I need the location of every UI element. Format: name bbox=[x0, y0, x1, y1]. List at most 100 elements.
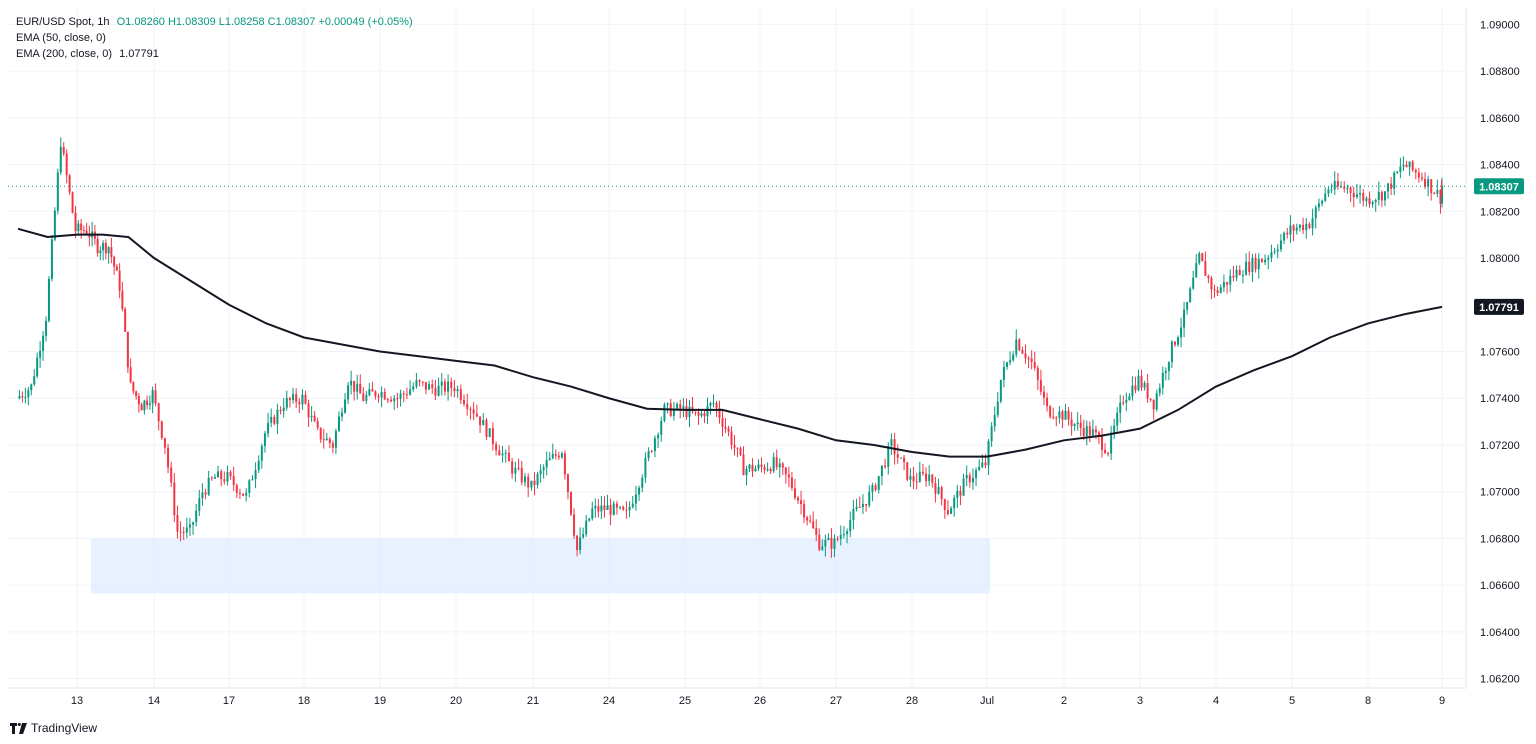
candle-body bbox=[368, 389, 371, 396]
candle-body bbox=[1229, 275, 1232, 285]
candle-body bbox=[855, 506, 858, 509]
ema50-label[interactable]: EMA (50, close, 0) bbox=[16, 32, 106, 44]
candle-body bbox=[790, 477, 793, 489]
candle-body bbox=[140, 404, 143, 411]
candle-body bbox=[846, 531, 849, 535]
candle-body bbox=[1116, 412, 1119, 426]
candle-body bbox=[319, 427, 322, 440]
candle-body bbox=[77, 223, 80, 232]
candle-body bbox=[757, 464, 760, 469]
candle-body bbox=[1222, 281, 1225, 288]
candle-body bbox=[485, 419, 488, 437]
candle-body bbox=[739, 448, 742, 455]
candle-body bbox=[443, 381, 446, 392]
candle-body bbox=[1192, 277, 1195, 289]
candle-body bbox=[1061, 411, 1064, 420]
candle-body bbox=[1207, 275, 1210, 278]
price-tick-label: 1.08000 bbox=[1480, 253, 1520, 265]
candle-body bbox=[229, 471, 232, 477]
candle-body bbox=[1134, 385, 1137, 390]
candle-body bbox=[1149, 398, 1152, 400]
candle-body bbox=[132, 381, 135, 392]
candle-body bbox=[1248, 261, 1251, 273]
candle-body bbox=[386, 399, 389, 401]
candle-body bbox=[868, 491, 871, 506]
ema-200-line bbox=[17, 227, 1443, 458]
candle-body bbox=[1097, 432, 1100, 437]
candle-body bbox=[520, 468, 523, 483]
candle-body bbox=[874, 485, 877, 490]
candle-body bbox=[1167, 362, 1170, 371]
candle-body bbox=[182, 532, 185, 534]
candle-body bbox=[251, 479, 254, 481]
candle-body bbox=[1352, 192, 1355, 198]
candle-body bbox=[836, 538, 839, 540]
candle-body bbox=[507, 452, 510, 462]
candle-body bbox=[943, 499, 946, 511]
candle-body bbox=[887, 446, 890, 467]
candle-body bbox=[176, 515, 179, 532]
candle-body bbox=[1251, 257, 1254, 273]
candle-body bbox=[527, 476, 530, 488]
candle-body bbox=[554, 454, 557, 456]
candle-body bbox=[715, 402, 718, 409]
ema200-label[interactable]: EMA (200, close, 0) bbox=[16, 48, 112, 60]
candle-body bbox=[157, 403, 160, 422]
candle-body bbox=[1283, 232, 1286, 241]
time-tick-label: 14 bbox=[148, 695, 160, 707]
candle-body bbox=[893, 439, 896, 455]
candle-body bbox=[563, 453, 566, 475]
candle-body bbox=[129, 367, 132, 382]
candle-body bbox=[1073, 424, 1076, 426]
support-zone bbox=[91, 538, 990, 594]
candle-body bbox=[1417, 172, 1420, 178]
candle-body bbox=[987, 441, 990, 466]
candle-body bbox=[631, 503, 634, 507]
candle-body bbox=[918, 471, 921, 482]
candle-body bbox=[213, 477, 216, 479]
candle-body bbox=[1390, 183, 1393, 189]
candle-body bbox=[871, 485, 874, 492]
candle-body bbox=[1024, 353, 1027, 359]
symbol-label[interactable]: EUR/USD Spot, 1h bbox=[16, 16, 110, 28]
candle-body bbox=[560, 453, 563, 458]
price-tick-label: 1.07200 bbox=[1480, 440, 1520, 452]
candle-body bbox=[82, 230, 85, 232]
candle-body bbox=[775, 457, 778, 468]
candle-body bbox=[615, 503, 618, 508]
candle-body bbox=[1012, 354, 1015, 361]
candle-body bbox=[784, 467, 787, 475]
candle-body bbox=[1140, 375, 1143, 388]
candle-body bbox=[1155, 393, 1158, 410]
candle-body bbox=[925, 473, 928, 482]
candle-body bbox=[393, 398, 396, 402]
candle-body bbox=[1226, 281, 1229, 285]
candle-body bbox=[1330, 189, 1333, 191]
candle-body bbox=[606, 505, 609, 510]
time-tick-label: 9 bbox=[1439, 695, 1445, 707]
candle-body bbox=[1030, 358, 1033, 362]
candle-body bbox=[706, 405, 709, 417]
candle-body bbox=[146, 400, 149, 405]
candle-body bbox=[909, 476, 912, 480]
price-tick-label: 1.07600 bbox=[1480, 347, 1520, 359]
candle-body bbox=[1070, 419, 1073, 426]
candle-body bbox=[591, 508, 594, 519]
candle-body bbox=[1393, 172, 1396, 189]
tradingview-logo[interactable]: TradingView bbox=[10, 721, 97, 735]
candle-body bbox=[424, 382, 427, 390]
candle-body bbox=[709, 403, 712, 406]
candle-body bbox=[833, 538, 836, 549]
candle-body bbox=[1002, 366, 1005, 380]
candle-body bbox=[536, 474, 539, 485]
candle-body bbox=[1021, 349, 1024, 354]
candle-body bbox=[223, 479, 226, 482]
time-tick-label: 8 bbox=[1365, 695, 1371, 707]
candle-body bbox=[1119, 402, 1122, 413]
candle-body bbox=[428, 384, 431, 390]
candle-body bbox=[539, 470, 542, 475]
candle-body bbox=[1198, 253, 1201, 264]
candle-body bbox=[523, 476, 526, 483]
candle-body bbox=[557, 455, 560, 458]
